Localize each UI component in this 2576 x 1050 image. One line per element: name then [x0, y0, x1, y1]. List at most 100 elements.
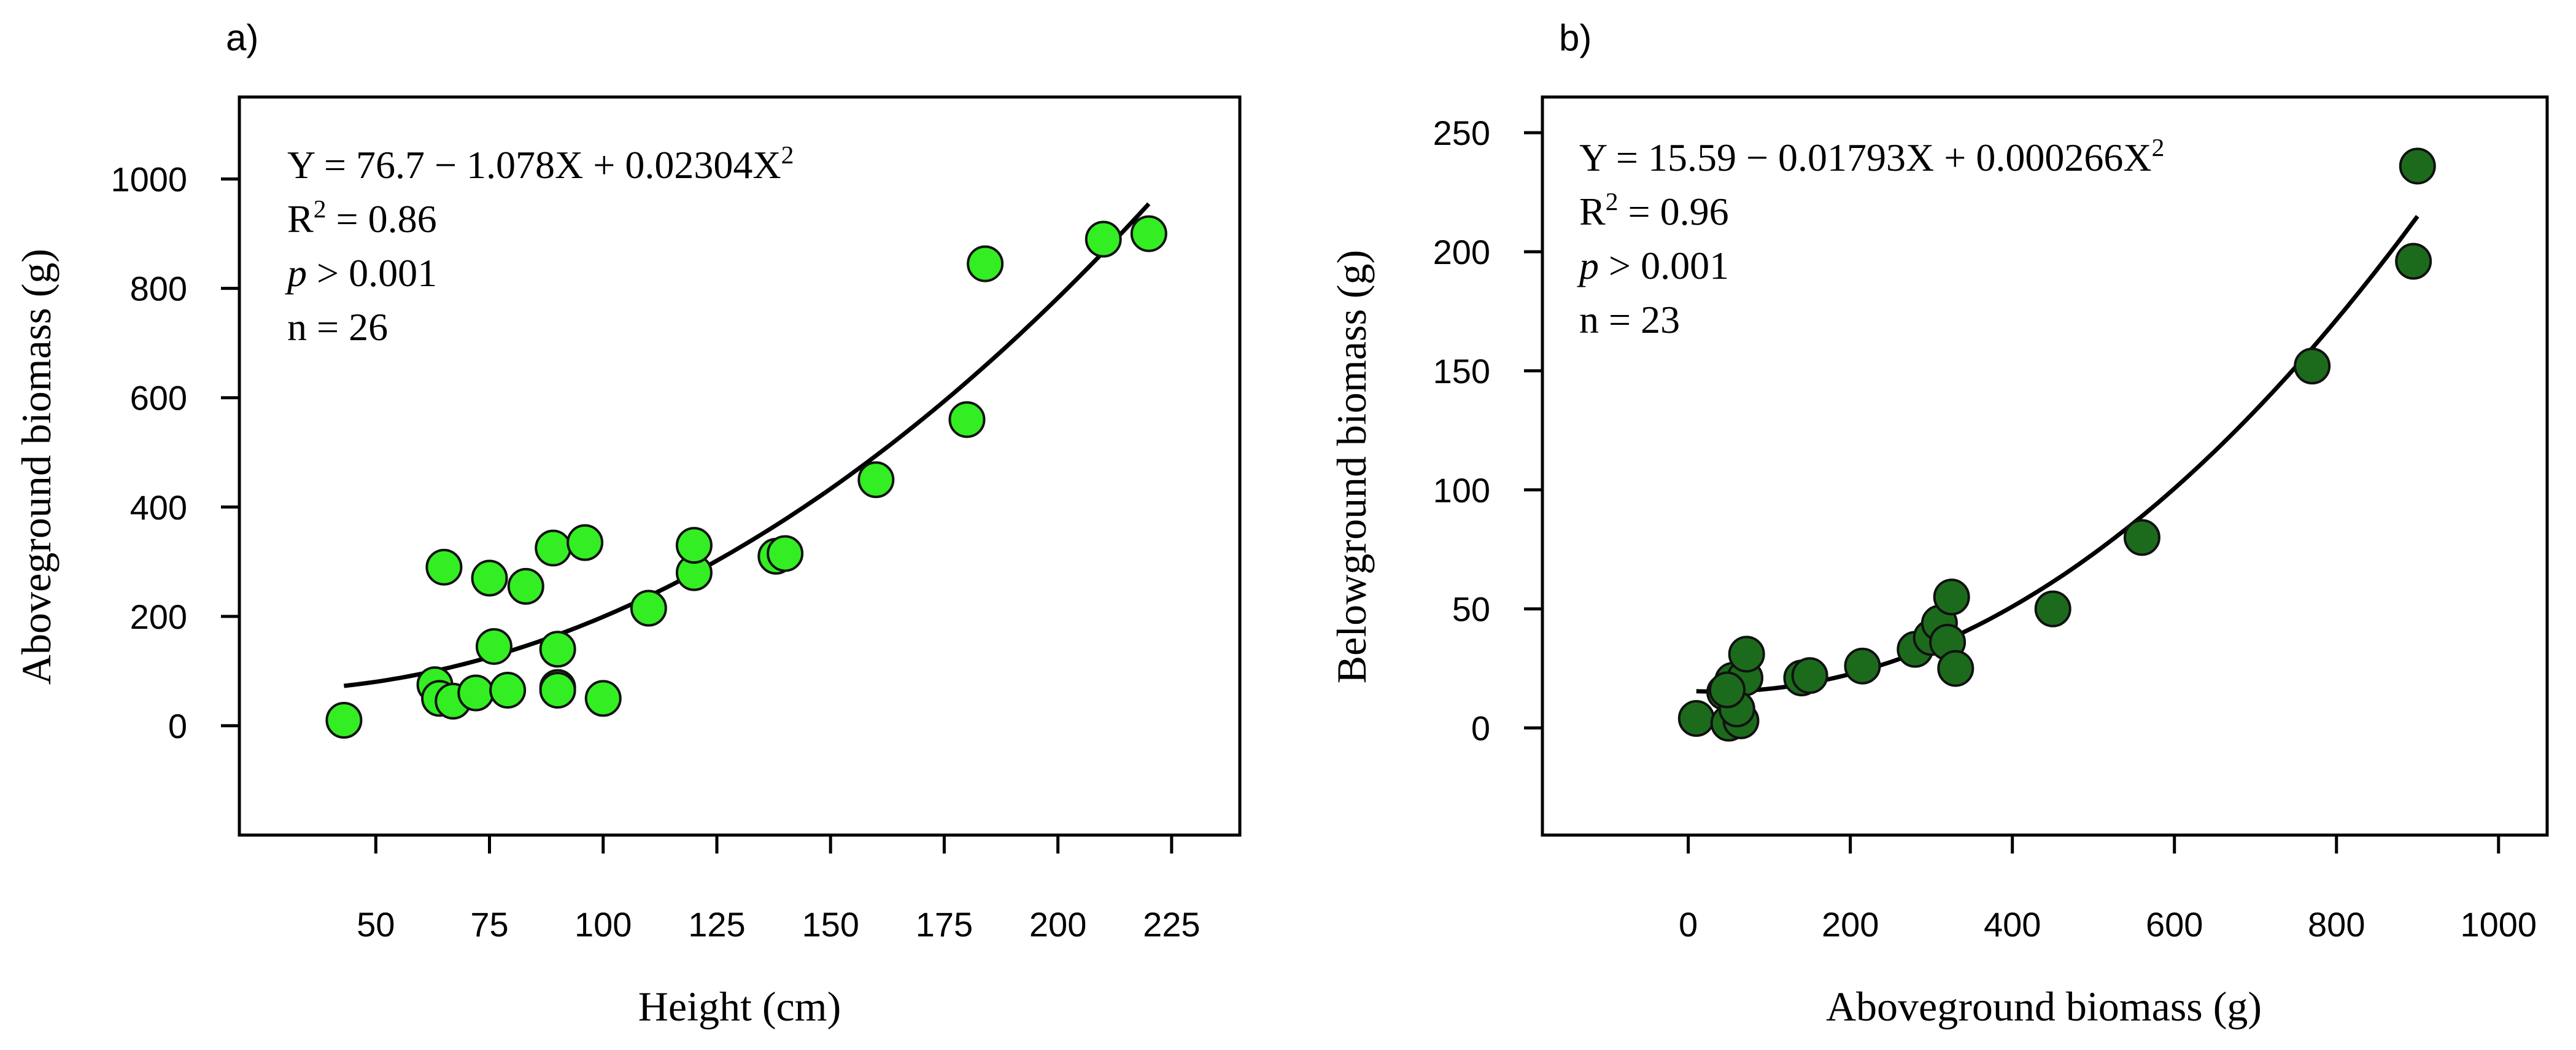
panel-a-data-point	[507, 567, 544, 605]
panel-b-equation-line: Y = 15.59 − 0.01793X + 0.000266X2	[1579, 133, 2164, 179]
panel-a-data-point	[1085, 220, 1122, 258]
panel-b-data-point	[2395, 243, 2432, 280]
panel-b-y-tick-label: 50	[1452, 590, 1490, 629]
panel-a-data-point	[967, 245, 1004, 282]
panel-a-data-point	[857, 461, 895, 499]
panel-a-data-point	[539, 631, 576, 668]
panel-a-equation-line: Y = 76.7 − 1.078X + 0.02304X2	[287, 141, 794, 187]
panel-a-x-tick-label: 225	[1143, 905, 1200, 944]
panel-a-data-point	[539, 672, 576, 709]
panel-a-y-tick-label: 1000	[110, 160, 187, 199]
panel-a: a) 50 75 100 125 150 175 200 225 0 200 400 600 800 1…	[13, 17, 1242, 1030]
panel-b-data-point	[1791, 657, 1828, 694]
panel-b-data-point	[1933, 578, 1970, 616]
panel-b-y-tick-label: 200	[1433, 233, 1490, 271]
equation-main-text: R	[287, 197, 314, 241]
panel-b-y-tick-label: 0	[1471, 709, 1490, 748]
panel-a-equation-line: p > 0.001	[285, 251, 437, 295]
panel-a-data-point	[567, 524, 604, 561]
panel-b-data-point	[1677, 700, 1715, 737]
panel-a-equation-line: n = 26	[287, 305, 388, 349]
equation-tail-text: = 0.96	[1618, 190, 1728, 233]
panel-b-data-point	[1937, 650, 1975, 687]
equation-main-text: p	[285, 251, 307, 295]
equation-main-text: n = 26	[287, 305, 388, 349]
panel-a-y-tick-label: 800	[130, 270, 187, 308]
panel-b-x-tick-label: 1000	[2461, 905, 2537, 944]
panel-a-x-tick-label: 150	[802, 905, 859, 944]
panel-a-data-point	[457, 674, 495, 712]
panel-b-y-ticks: 0 50 100 150 200 250	[1433, 114, 1542, 748]
panel-a-x-tick-label: 125	[688, 905, 745, 944]
panel-a-y-tick-label: 600	[130, 379, 187, 418]
panel-b-points	[1677, 147, 2436, 742]
panel-b-x-tick-label: 800	[2308, 905, 2365, 944]
panel-a-y-axis-label: Aboveground biomass (g)	[13, 249, 60, 685]
panel-a-data-point	[630, 589, 667, 627]
panel-b: b) 0 200 400 600 800 1000 0 50 100 150 200 250 Y =…	[1328, 17, 2549, 1030]
panel-b-equation-line: n = 23	[1579, 298, 1680, 341]
panel-b-data-point	[2034, 590, 2071, 628]
panel-b-y-axis-label: Belowground biomass (g)	[1328, 250, 1375, 683]
panel-b-equation-line: p > 0.001	[1577, 244, 1729, 287]
panel-a-y-tick-label: 0	[168, 707, 187, 745]
panel-b-y-tick-label: 150	[1433, 352, 1490, 391]
panel-a-fit-curve	[344, 202, 1151, 688]
panel-b-x-tick-label: 600	[2146, 905, 2203, 944]
panel-b-x-axis-label: Aboveground biomass (g)	[1826, 983, 2262, 1030]
panel-a-data-point	[471, 559, 508, 597]
panel-b-y-tick-label: 250	[1433, 114, 1490, 152]
panel-b-x-tick-label: 0	[1679, 905, 1698, 944]
panel-a-y-tick-label: 400	[130, 488, 187, 527]
panel-b-data-point	[1844, 647, 1881, 685]
panel-b-equation-line: R2 = 0.96	[1579, 187, 1729, 233]
panel-a-x-tick-label: 75	[470, 905, 508, 944]
panel-b-plot-frame	[1541, 95, 2549, 837]
panel-a-data-point	[1130, 215, 1167, 252]
equation-superscript: 2	[781, 141, 794, 169]
panel-a-data-point	[489, 672, 527, 709]
equation-superscript: 2	[314, 195, 327, 223]
equation-superscript: 2	[1606, 187, 1619, 216]
equation-superscript: 2	[2152, 133, 2165, 161]
equation-main-text: p	[1577, 244, 1599, 287]
panel-a-equation-line: R2 = 0.86	[287, 195, 437, 241]
equation-main-text: n = 23	[1579, 298, 1680, 341]
panel-a-x-tick-label: 50	[357, 905, 395, 944]
panel-a-plot-frame	[238, 95, 1242, 837]
panel-b-y-tick-label: 100	[1433, 471, 1490, 510]
panel-a-x-ticks: 50 75 100 125 150 175 200 225	[357, 835, 1201, 944]
panel-a-x-tick-label: 175	[916, 905, 973, 944]
panel-a-x-axis-label: Height (cm)	[638, 983, 841, 1030]
panel-b-data-point	[2294, 348, 2331, 385]
panel-a-data-point	[425, 548, 463, 586]
panel-b-x-tick-label: 200	[1822, 905, 1879, 944]
panel-a-data-point	[475, 628, 512, 665]
panel-b-data-point	[2399, 147, 2436, 185]
panel-a-x-tick-label: 200	[1029, 905, 1086, 944]
panel-a-data-point	[948, 401, 986, 438]
panel-a-y-tick-label: 200	[130, 597, 187, 636]
panel-a-x-tick-label: 100	[574, 905, 632, 944]
panel-a-data-point	[535, 529, 572, 567]
panel-a-label: a)	[226, 17, 258, 58]
panel-a-data-point	[767, 535, 804, 572]
panel-b-data-point	[1728, 636, 1765, 673]
panel-b-x-tick-label: 400	[1984, 905, 2041, 944]
panel-b-label: b)	[1559, 17, 1592, 58]
equation-main-text: R	[1579, 190, 1606, 233]
equation-tail-text: > 0.001	[307, 251, 437, 295]
panel-b-data-point	[1708, 671, 1746, 709]
panel-a-data-point	[584, 680, 622, 717]
panel-a-fit	[344, 202, 1151, 688]
panel-a-data-point	[675, 527, 713, 564]
panel-b-x-ticks: 0 200 400 600 800 1000	[1679, 835, 2537, 944]
panel-b-data-point	[2123, 519, 2160, 556]
equation-tail-text: > 0.001	[1599, 244, 1729, 287]
equation-main-text: Y = 76.7 − 1.078X + 0.02304X	[287, 143, 781, 187]
equation-main-text: Y = 15.59 − 0.01793X + 0.000266X	[1579, 136, 2152, 179]
panel-a-points	[325, 215, 1167, 739]
